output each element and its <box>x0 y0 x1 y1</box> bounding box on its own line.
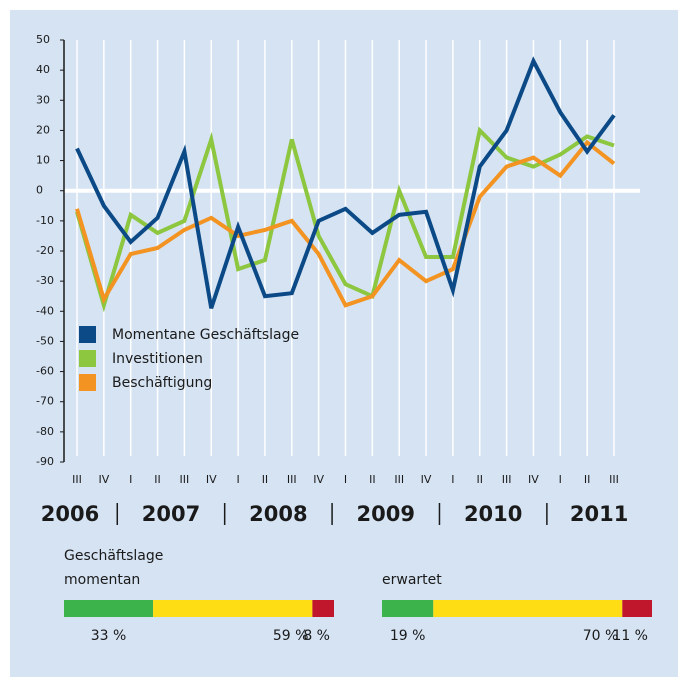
legend-swatch <box>79 350 96 367</box>
x-tick-label: III <box>394 473 404 486</box>
y-tick-label: -20 <box>36 244 54 257</box>
bar-value-label: 19 % <box>390 628 426 644</box>
series-line <box>75 56 616 309</box>
y-tick-label: -30 <box>36 274 54 287</box>
x-tick-label: I <box>559 473 562 486</box>
x-tick-label: III <box>72 473 82 486</box>
x-tick-label: IV <box>421 473 432 486</box>
bar-value-label: 8 % <box>303 628 330 644</box>
series-line <box>75 139 616 308</box>
bar-category: momentan <box>64 572 140 588</box>
x-tick-label: II <box>154 473 161 486</box>
y-tick-label: 50 <box>36 33 50 46</box>
x-tick-label: II <box>477 473 484 486</box>
legend-label: Investitionen <box>112 351 203 367</box>
year-label: 2010 <box>464 502 522 526</box>
bar-segment <box>622 600 652 617</box>
y-tick-label: 10 <box>36 154 50 167</box>
y-tick-label: 20 <box>36 123 50 136</box>
x-tick-label: IV <box>313 473 324 486</box>
legend-label: Beschäftigung <box>112 375 212 391</box>
y-tick-label: -80 <box>36 425 54 438</box>
y-tick-label: -90 <box>36 455 54 468</box>
legend-swatch <box>79 326 96 343</box>
x-tick-label: III <box>502 473 512 486</box>
x-tick-label: I <box>236 473 239 486</box>
bar-segment <box>382 600 434 617</box>
y-tick-label: -50 <box>36 334 54 347</box>
x-tick-label: IV <box>528 473 539 486</box>
year-label: 2009 <box>357 502 415 526</box>
x-tick-label: II <box>262 473 269 486</box>
y-tick-label: -10 <box>36 214 54 227</box>
y-tick-label: 30 <box>36 93 50 106</box>
bar-title: Geschäftslage <box>64 548 163 564</box>
x-tick-label: II <box>369 473 376 486</box>
x-tick-label: I <box>451 473 454 486</box>
y-tick-label: -40 <box>36 304 54 317</box>
x-tick-label: III <box>287 473 297 486</box>
bar-segment <box>433 600 623 617</box>
bar-category: erwartet <box>382 572 442 588</box>
x-tick-label: II <box>584 473 591 486</box>
x-tick-label: I <box>344 473 347 486</box>
year-label: 2008 <box>249 502 307 526</box>
x-tick-label: IV <box>98 473 109 486</box>
bar-segment <box>153 600 313 617</box>
y-tick-label: -60 <box>36 365 54 378</box>
legend-label: Momentane Geschäftslage <box>112 327 299 343</box>
bar-value-label: 59 % <box>273 628 309 644</box>
y-tick-label: 40 <box>36 63 50 76</box>
bar-segment <box>312 600 334 617</box>
x-tick-label: III <box>180 473 190 486</box>
x-tick-label: IV <box>206 473 217 486</box>
bar-value-label: 11 % <box>612 628 648 644</box>
x-tick-label: III <box>609 473 619 486</box>
y-tick-label: 0 <box>36 184 43 197</box>
legend-swatch <box>79 374 96 391</box>
year-label: 2006 <box>41 502 99 526</box>
y-tick-label: -70 <box>36 395 54 408</box>
bar-segment <box>64 600 154 617</box>
bar-value-label: 33 % <box>91 628 127 644</box>
x-tick-label: I <box>129 473 132 486</box>
year-label: 2007 <box>142 502 200 526</box>
year-label: 2011 <box>570 502 628 526</box>
series-line <box>75 126 615 313</box>
bar-value-label: 70 % <box>583 628 619 644</box>
